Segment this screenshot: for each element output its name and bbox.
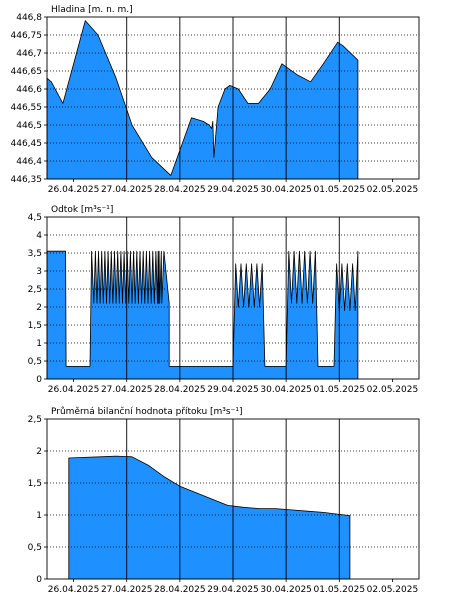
y-tick-label: 2 [36,447,42,457]
y-tick-label: 3 [36,267,42,277]
panel-title: Odtok [m³s⁻¹] [51,205,113,215]
area-series [46,250,359,380]
y-tick-label: 0,5 [28,543,42,553]
x-tick-label: 30.04.2025 [260,385,312,395]
y-tick-label: 446,45 [11,139,43,149]
x-tick-label: 28.04.2025 [154,585,206,595]
y-tick-label: 1 [36,339,42,349]
x-tick-label: 26.04.2025 [48,585,100,595]
y-tick-label: 1 [36,511,42,521]
x-tick-label: 01.05.2025 [314,185,366,195]
y-tick-label: 446,55 [11,103,43,113]
x-tick-label: 27.04.2025 [101,385,153,395]
x-tick-label: 27.04.2025 [101,585,153,595]
x-tick-label: 01.05.2025 [314,385,366,395]
x-tick-label: 01.05.2025 [314,585,366,595]
y-tick-label: 0 [36,375,42,385]
y-tick-label: 1,5 [28,479,42,489]
x-tick-label: 27.04.2025 [101,185,153,195]
panel-title: Průměrná bilanční hodnota přítoku [m³s⁻¹… [51,406,242,417]
x-tick-label: 30.04.2025 [260,585,312,595]
x-tick-label: 28.04.2025 [154,385,206,395]
panel-title: Hladina [m. n. m.] [51,5,133,15]
y-tick-label: 4,5 [28,213,42,223]
water-level-panel: 446,35 446,4 446,45 446,5 446,55 446,6 446,65 4… [11,5,420,195]
y-tick-label: 446,5 [16,121,42,131]
y-tick-label: 446,7 [16,49,42,59]
y-tick-label: 0 [36,575,42,585]
y-tick-label: 2,5 [28,415,42,425]
x-tick-label: 29.04.2025 [207,185,259,195]
x-tick-label: 26.04.2025 [48,385,100,395]
y-tick-label: 4 [36,231,42,241]
y-tick-label: 446,65 [11,67,43,77]
y-tick-label: 446,6 [16,85,42,95]
y-tick-label: 2,5 [28,285,42,295]
x-tick-label: 02.05.2025 [367,185,419,195]
y-tick-label: 446,4 [16,157,42,167]
y-tick-label: 3,5 [28,249,42,259]
x-tick-label: 02.05.2025 [367,585,419,595]
y-tick-label: 0,5 [28,357,42,367]
y-tick-label: 1,5 [28,321,42,331]
x-tick-label: 29.04.2025 [207,385,259,395]
x-tick-label: 02.05.2025 [367,385,419,395]
y-tick-label: 446,35 [11,175,43,185]
outflow-panel: 0 0,5 1 1,5 2 2,5 3 3,5 4 4,5 26.04.2025 27.04.2025… [28,205,420,395]
y-tick-label: 446,8 [16,13,42,23]
inflow-panel: 0 0,5 1 1,5 2 2,5 26.04.2025 27.04.2025 28.04.20… [28,406,420,595]
area-series [68,455,351,580]
x-tick-label: 26.04.2025 [48,185,100,195]
x-tick-label: 29.04.2025 [207,585,259,595]
y-tick-label: 446,75 [11,31,43,41]
y-tick-label: 2 [36,303,42,313]
area-series [46,20,359,180]
x-tick-label: 28.04.2025 [154,185,206,195]
x-tick-label: 30.04.2025 [260,185,312,195]
